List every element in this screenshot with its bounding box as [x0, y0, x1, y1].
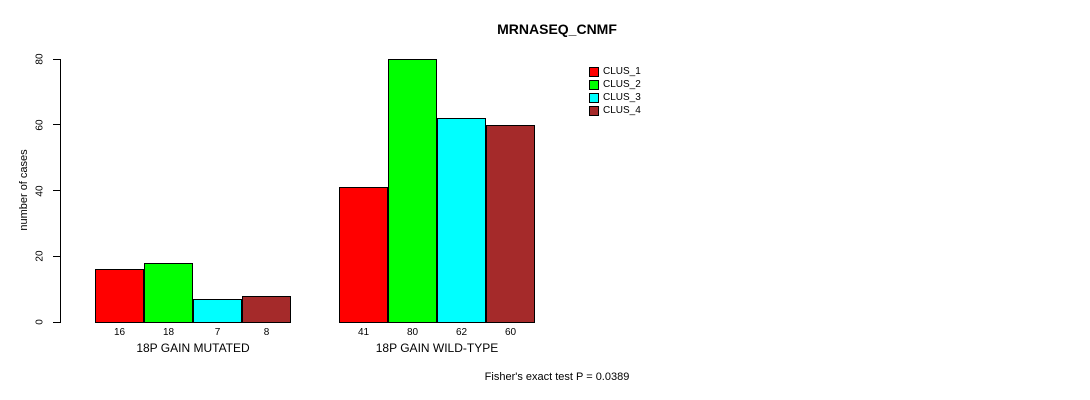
- y-axis: [60, 59, 61, 323]
- legend-item-clus_4: CLUS_4: [589, 104, 641, 117]
- y-tick-label: 40: [34, 184, 46, 197]
- y-tick-label: 80: [34, 53, 46, 65]
- y-tick-mark: [53, 190, 60, 191]
- legend-swatch-clus_1: [589, 66, 599, 77]
- legend-item-clus_1: CLUS_1: [589, 65, 641, 78]
- bar-clus_4-group2: [486, 124, 535, 323]
- y-tick-label: 60: [34, 119, 46, 131]
- bar-clus_2-group2: [388, 59, 437, 323]
- legend-swatch-clus_4: [589, 105, 599, 116]
- bar-clus_2-group1: [144, 262, 193, 323]
- bar-clus_3-group1: [193, 298, 242, 323]
- bar-clus_1-group2: [339, 187, 388, 323]
- legend: CLUS_1 CLUS_2 CLUS_3 CLUS_4: [589, 65, 641, 117]
- legend-swatch-clus_3: [589, 92, 599, 103]
- y-tick-mark: [53, 255, 60, 257]
- y-tick-mark: [53, 321, 60, 323]
- y-tick-mark: [53, 58, 60, 60]
- legend-label: CLUS_3: [603, 92, 641, 103]
- pvalue-annotation: Fisher's exact test P = 0.0389: [484, 371, 630, 383]
- legend-swatch-clus_2: [589, 79, 599, 90]
- bar-value-label: 60: [504, 327, 517, 338]
- legend-item-clus_2: CLUS_2: [589, 78, 641, 91]
- bar-value-label: 62: [455, 327, 468, 338]
- bar-value-label: 41: [357, 327, 370, 338]
- legend-label: CLUS_2: [603, 79, 641, 90]
- category-label: 18P GAIN WILD-TYPE: [375, 341, 499, 355]
- bar-value-label: 18: [162, 327, 175, 338]
- chart-title: MRNASEQ_CNMF: [497, 21, 617, 37]
- y-tick-mark: [53, 124, 60, 126]
- bar-clus_4-group1: [242, 295, 291, 323]
- bar-value-label: 80: [406, 327, 419, 338]
- bar-value-label: 8: [263, 327, 270, 338]
- category-label: 18P GAIN MUTATED: [136, 341, 250, 355]
- legend-label: CLUS_1: [603, 66, 641, 77]
- bar-value-label: 16: [113, 327, 126, 338]
- legend-label: CLUS_4: [603, 105, 641, 116]
- bar-value-label: 7: [214, 327, 221, 338]
- y-tick-label: 0: [34, 319, 46, 325]
- y-axis-label: number of cases: [18, 149, 30, 231]
- y-tick-label: 20: [34, 250, 46, 262]
- legend-item-clus_3: CLUS_3: [589, 91, 641, 104]
- bar-clus_3-group2: [437, 118, 486, 323]
- bar-clus_1-group1: [95, 269, 144, 323]
